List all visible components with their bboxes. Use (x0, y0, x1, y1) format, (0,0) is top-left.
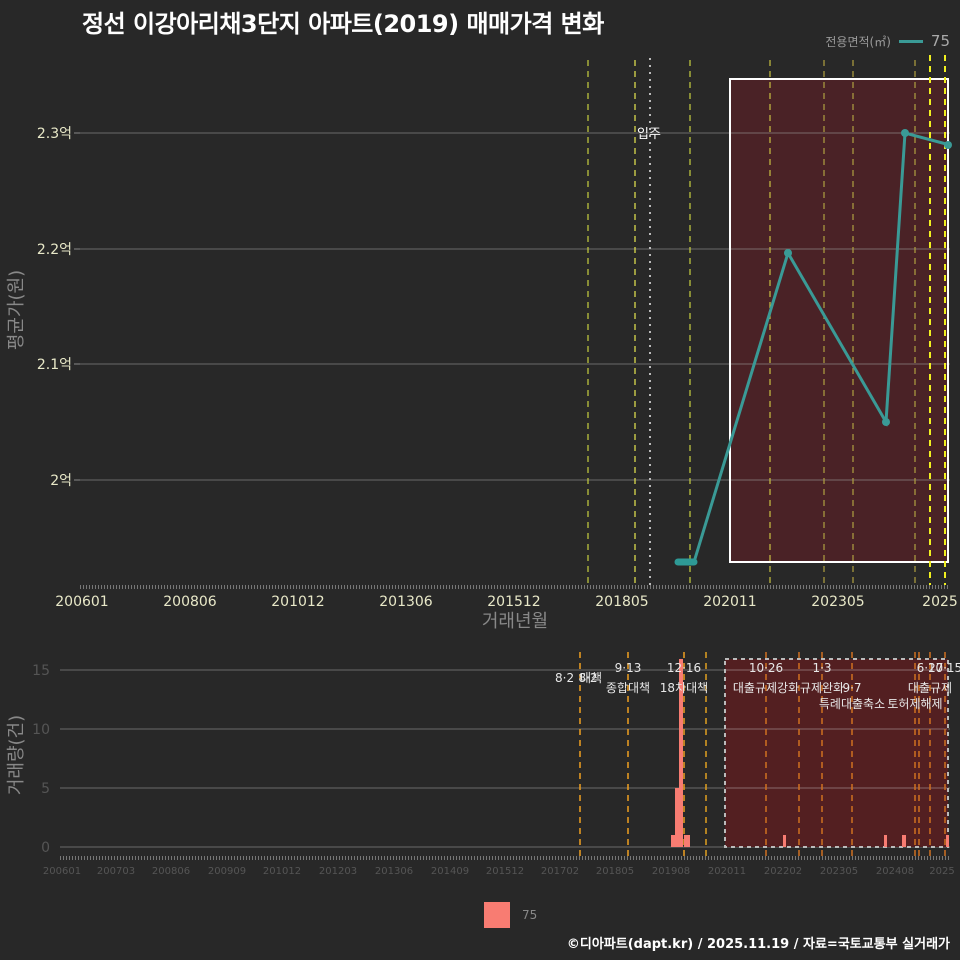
svg-text:5: 5 (41, 781, 50, 797)
volume-legend-value: 75 (522, 908, 538, 922)
lower-event-lines (579, 652, 946, 858)
legend-area: 전용면적(㎡) 75 (825, 32, 950, 50)
legend-square-icon (484, 902, 510, 928)
legend-title: 전용면적(㎡) (825, 34, 891, 49)
source-footer: ©디아파트(dapt.kr) / 2025.11.19 / 자료=국토교통부 실… (566, 937, 950, 952)
svg-text:200806: 200806 (163, 594, 217, 610)
svg-text:6·27: 6·27 (917, 661, 944, 675)
svg-text:202305: 202305 (820, 866, 858, 877)
chart-title: 정선 이강아리채3단지 아파트(2019) 매매가격 변화 (82, 10, 604, 38)
lower-highlight-region (724, 658, 949, 848)
svg-text:202011: 202011 (703, 594, 756, 610)
volume-legend: 75 (484, 902, 537, 928)
svg-text:2025: 2025 (922, 594, 958, 610)
svg-text:201012: 201012 (271, 594, 324, 610)
upper-gridlines-over (731, 132, 947, 481)
svg-text:201805: 201805 (595, 594, 648, 610)
svg-text:200601: 200601 (43, 866, 81, 877)
svg-text:특례대출축소: 특례대출축소 (819, 697, 885, 711)
svg-text:2025: 2025 (929, 866, 954, 877)
svg-text:9·7: 9·7 (842, 681, 861, 695)
upper-y-axis: 2.3억 2.2억 2.1억 2억 (37, 126, 80, 489)
svg-text:종합대책: 종합대책 (606, 680, 650, 695)
event-labels: 8·2 8·2 대책 9·13 종합대책 12·16 18차대책 10·26 대… (555, 661, 960, 711)
svg-text:201306: 201306 (379, 594, 433, 610)
svg-text:10·26: 10·26 (749, 661, 783, 675)
volume-bars (671, 659, 949, 847)
svg-text:2.3억: 2.3억 (37, 126, 72, 142)
legend-line-icon (898, 39, 923, 43)
svg-text:202011: 202011 (708, 866, 746, 877)
svg-text:201512: 201512 (487, 594, 540, 610)
svg-text:0: 0 (41, 840, 50, 856)
svg-text:10: 10 (32, 722, 50, 738)
svg-text:200601: 200601 (55, 594, 108, 610)
svg-text:201805: 201805 (596, 866, 634, 877)
lower-y-axis: 15 10 5 0 (32, 663, 50, 856)
upper-y-axis-title: 평균가(원) (6, 270, 27, 350)
svg-text:토허제해제: 토허제해제 (887, 697, 942, 711)
svg-text:12·16: 12·16 (667, 661, 701, 675)
svg-text:18차대책: 18차대책 (660, 680, 708, 695)
svg-text:200703: 200703 (97, 866, 135, 877)
upper-x-axis-title: 거래년월 (482, 611, 548, 632)
svg-text:2.2억: 2.2억 (37, 242, 72, 258)
svg-text:201203: 201203 (319, 866, 357, 877)
svg-text:8·2: 8·2 (578, 671, 597, 685)
legend-value: 75 (930, 32, 950, 50)
svg-text:9·13: 9·13 (615, 661, 642, 675)
svg-text:1·3: 1·3 (812, 661, 831, 675)
svg-text:10·15: 10·15 (928, 661, 960, 675)
svg-text:15: 15 (32, 663, 50, 679)
svg-text:201409: 201409 (431, 866, 469, 877)
svg-text:201512: 201512 (486, 866, 524, 877)
svg-text:200909: 200909 (208, 866, 246, 877)
svg-text:대출규제강화: 대출규제강화 (733, 681, 799, 695)
move-in-label: 입주 (637, 127, 661, 142)
svg-text:대책: 대책 (580, 670, 602, 685)
svg-text:8·2: 8·2 (555, 671, 574, 685)
svg-text:대출규제: 대출규제 (908, 681, 952, 695)
svg-text:2.1억: 2.1억 (37, 357, 72, 373)
svg-text:규제완화: 규제완화 (800, 681, 844, 695)
svg-text:201012: 201012 (263, 866, 301, 877)
upper-x-axis: 200601 200806 201012 201306 201512 20180… (55, 594, 958, 610)
svg-text:201908: 201908 (652, 866, 690, 877)
svg-text:2억: 2억 (50, 473, 72, 489)
svg-text:201702: 201702 (541, 866, 579, 877)
svg-text:200806: 200806 (152, 866, 190, 877)
svg-text:202305: 202305 (811, 594, 864, 610)
svg-text:202408: 202408 (876, 866, 914, 877)
lower-y-axis-title: 거래량(건) (6, 715, 27, 795)
lower-x-axis: 200601 200703 200806 200909 201012 20120… (43, 866, 955, 877)
svg-text:201306: 201306 (375, 866, 413, 877)
price-series (674, 129, 952, 566)
svg-text:202202: 202202 (764, 866, 802, 877)
